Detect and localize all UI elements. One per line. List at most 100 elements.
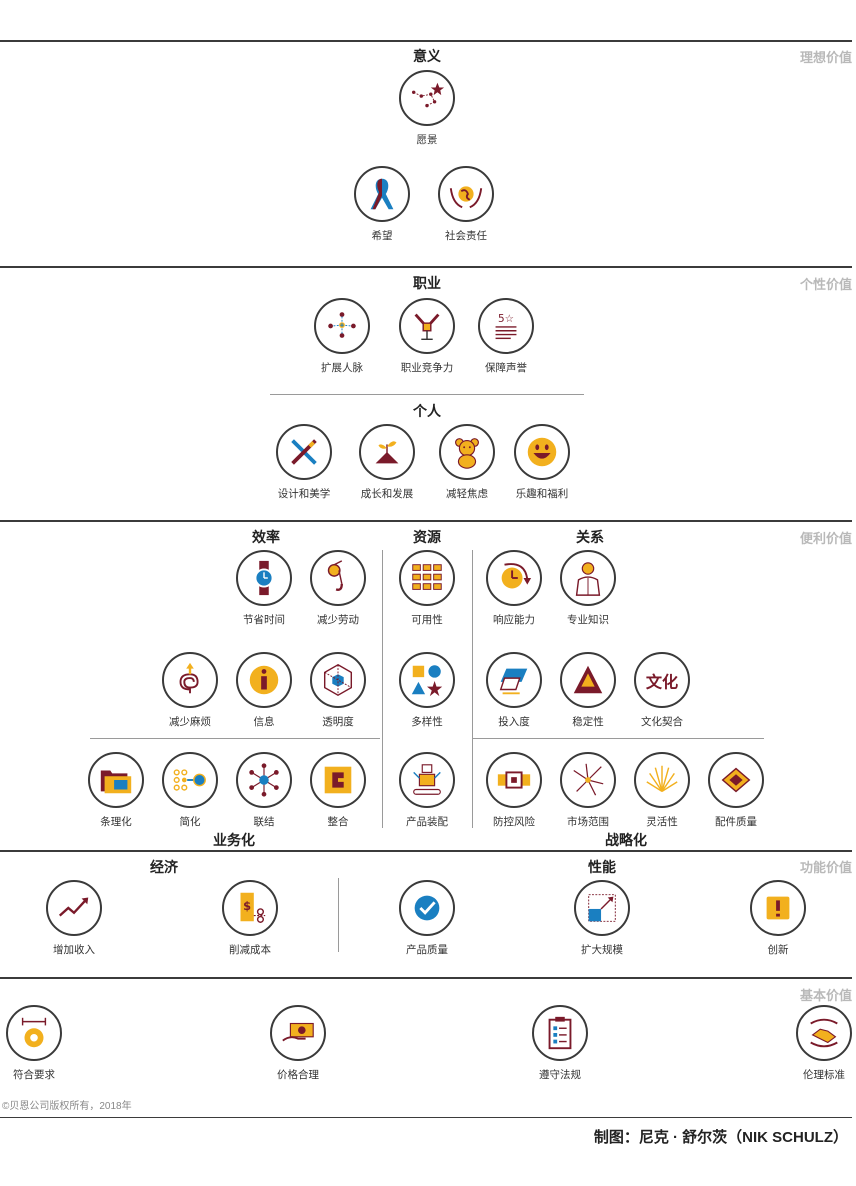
tier-label-ideal: 理想价值: [799, 50, 852, 65]
label-responsiveness: 响应能力: [493, 614, 535, 626]
node-availability: 可用性: [387, 550, 467, 627]
divider-right: [472, 550, 473, 828]
label-flexibility: 灵活性: [646, 816, 678, 828]
node-risk-reduction: 防控风险: [474, 752, 554, 829]
label-network: 扩展人脉: [321, 362, 363, 374]
label-vision: 愿景: [416, 134, 438, 146]
node-organization: 条理化: [76, 752, 156, 829]
node-revenue: 增加收入: [34, 880, 114, 957]
node-save-time: 节省时间: [224, 550, 304, 627]
label-reduce-effort: 减少劳动: [317, 614, 359, 626]
node-configurability: 产品装配: [387, 752, 467, 829]
pencil-brush-icon: [291, 439, 317, 465]
fuse-icon: [497, 771, 531, 789]
node-compliance: 遵守法规: [520, 1005, 600, 1082]
handshake-icon: [810, 1018, 838, 1048]
node-commitment: 投入度: [474, 652, 554, 729]
node-integration: 整合: [298, 752, 378, 829]
label-organization: 条理化: [100, 816, 132, 828]
label-component-quality: 配件质量: [715, 816, 757, 828]
transparent-cube-icon: [323, 663, 353, 697]
node-ethics: 伦理标准: [784, 1005, 856, 1082]
pulley-hook-icon: [327, 560, 343, 591]
constellation-icon: [411, 82, 445, 108]
label-variety: 多样性: [411, 716, 443, 728]
node-component-quality: 配件质量: [696, 752, 776, 829]
rule-functional: [0, 850, 852, 852]
teddy-bear-icon: [455, 438, 479, 469]
heading-resources: 资源: [413, 529, 441, 545]
wristwatch-icon: [254, 560, 274, 596]
label-culture-fit: 文化契合: [641, 716, 683, 728]
conveyor-robot-icon: [413, 764, 441, 795]
node-culture-fit: 文化 文化契合: [622, 652, 702, 729]
copyright-text: ©贝恩公司版权所有，2018年: [2, 1101, 132, 1112]
heading-business: 业务化: [213, 832, 255, 848]
price-tag-scissors-icon: $: [240, 892, 266, 923]
node-fun: 乐趣和福利: [502, 424, 582, 501]
washer-measure-icon: [21, 1017, 47, 1048]
node-innovation: 创新: [738, 880, 818, 957]
svg-text:$: $: [243, 899, 251, 913]
smiley-icon: [527, 437, 557, 467]
heading-career: 职业: [413, 275, 441, 291]
rule-relations-sub: [472, 738, 764, 739]
label-cost-reduction: 削减成本: [229, 944, 271, 956]
label-growth: 成长和发展: [360, 488, 414, 500]
scale-up-icon: [588, 894, 616, 922]
node-expertise: 专业知识: [548, 550, 628, 627]
rule-individual: [270, 394, 584, 395]
node-flexibility: 灵活性: [622, 752, 702, 829]
node-scalability: 扩大规模: [562, 880, 642, 957]
label-simplification: 简化: [179, 816, 201, 828]
label-fun: 乐趣和福利: [515, 488, 569, 500]
node-social-responsibility: 社会责任: [426, 166, 506, 243]
rule-top: [0, 40, 852, 42]
tier-label-personal: 个性价值: [799, 277, 852, 292]
label-design: 设计和美学: [277, 488, 331, 500]
rule-convenience: [0, 520, 852, 522]
label-configurability: 产品装配: [406, 816, 448, 828]
culture-text-icon: 文化: [646, 673, 678, 692]
label-anxiety: 减轻焦虑: [446, 488, 488, 500]
burst-lines-icon: [573, 763, 604, 796]
funnel-dots-icon: [173, 769, 206, 791]
info-icon: [249, 665, 279, 695]
node-growth: 成长和发展: [347, 424, 427, 501]
node-connection: 联结: [224, 752, 304, 829]
heading-individual: 个人: [413, 403, 441, 419]
node-product-quality: 产品质量: [387, 880, 467, 957]
svg-text:文化: 文化: [646, 673, 678, 692]
label-stability: 稳定性: [572, 716, 604, 728]
node-responsiveness: 响应能力: [474, 550, 554, 627]
node-vision: 愿景: [387, 70, 467, 147]
heading-relations: 关系: [576, 529, 604, 545]
exclamation-note-icon: [766, 896, 790, 920]
network-people-icon: [328, 312, 356, 338]
sprout-icon: [375, 441, 399, 464]
label-information: 信息: [253, 716, 275, 728]
shelves-icon: [412, 564, 442, 590]
label-competitiveness: 职业竞争力: [400, 362, 454, 374]
label-innovation: 创新: [767, 944, 789, 956]
divider-functional: [338, 878, 339, 952]
rule-efficiency-sub: [90, 738, 380, 739]
label-scalability: 扩大规模: [581, 944, 623, 956]
node-network: 扩展人脉: [302, 298, 382, 375]
label-reputation: 保障声誉: [485, 362, 527, 374]
label-compliance: 遵守法规: [539, 1069, 581, 1081]
label-expertise: 专业知识: [567, 614, 609, 626]
label-integration: 整合: [327, 816, 349, 828]
spiral-arrow-icon: [179, 662, 199, 694]
doctor-icon: [575, 562, 601, 596]
folders-icon: [100, 770, 132, 794]
node-reduce-effort: 减少劳动: [298, 550, 378, 627]
label-ethics: 伦理标准: [803, 1069, 845, 1081]
rule-basic: [0, 977, 852, 979]
node-design: 设计和美学: [264, 424, 344, 501]
heading-economy: 经济: [150, 859, 178, 875]
hands-globe-icon: [449, 186, 483, 209]
node-reach: 市场范围: [548, 752, 628, 829]
label-hope: 希望: [371, 230, 393, 242]
joystick-icon: [414, 313, 440, 341]
